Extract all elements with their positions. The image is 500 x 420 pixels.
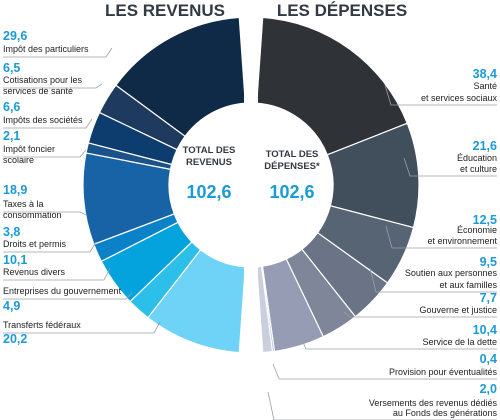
revenus-center-label-line2: REVENUS [186,157,232,168]
depenses-label-1: Santé [473,81,497,91]
depenses-label-1-line2: et services sociaux [421,93,498,103]
depenses-leader-5 [343,311,497,318]
revenus-title: LES REVENUS [105,1,225,20]
revenus-leader-6 [3,241,97,253]
revenus-donut [82,16,246,354]
depenses-label-5: Gouverne et justice [419,305,497,315]
revenus-label-9: Transferts fédéraux [3,320,81,330]
depenses-label-8-line2: au Fonds des générations [393,408,498,418]
depenses-value-4: 9,5 [480,255,497,269]
depenses-total: 102,6 [269,182,314,202]
depenses-slice-1 [256,16,409,156]
revenus-leader-5 [3,211,87,216]
depenses-center-label: TOTAL DES [266,149,319,160]
revenus-label-6: Droits et permis [3,239,67,249]
revenus-value-3: 6,6 [3,100,20,114]
depenses-value-5: 7,7 [480,291,497,305]
depenses-label-6: Service de la dette [422,337,497,347]
depenses-leader-6 [299,334,497,350]
depenses-label-3-line2: et environnement [427,236,497,246]
depenses-label-4: Soutien aux personnes [405,268,498,278]
revenus-value-7: 10,1 [3,253,27,267]
revenus-center-label: TOTAL DES [183,145,236,156]
revenus-leader-9 [3,321,161,334]
depenses-value-2: 21,6 [473,139,497,153]
revenus-value-6: 3,8 [3,225,20,239]
depenses-label-4-line2: et aux familles [439,280,497,290]
depenses-label-7: Provision pour éventualités [389,367,498,377]
depenses-label-2-line2: et culture [460,164,497,174]
revenus-value-8: 4,9 [3,299,20,313]
revenus-leader-1 [3,47,113,58]
depenses-label-3: Économie [457,225,497,235]
revenus-total: 102,6 [186,182,231,202]
depenses-leader-7 [272,363,497,380]
revenus-label-4: Impôt foncier [3,144,55,154]
depenses-leader-1 [384,84,497,106]
revenus-label-3: Impôts des sociétés [3,115,83,125]
revenus-label-7: Revenus divers [3,267,66,277]
revenus-leader-8 [3,292,133,300]
revenus-label-5: Taxes à la [3,199,44,209]
revenus-label-1: Impôt des particuliers [3,44,89,54]
revenus-value-2: 6,5 [3,61,20,75]
depenses-donut [256,16,420,354]
depenses-title: LES DÉPENSES [277,1,407,20]
revenus-leader-3 [3,118,93,129]
depenses-value-1: 38,4 [473,67,497,81]
revenus-slice-9 [147,248,246,354]
revenus-value-9: 20,2 [3,332,27,346]
center-gap [244,0,258,420]
revenus-label-2-line2: services de santé [3,86,73,96]
depenses-value-6: 10,4 [473,323,497,337]
revenus-value-5: 18,9 [3,183,27,197]
depenses-label-2: Éducation [457,153,497,163]
depenses-center-label-line2: DÉPENSES* [264,161,320,172]
revenus-leader-7 [3,267,111,281]
revenus-value-1: 29,6 [3,29,27,43]
depenses-leader-8 [267,391,497,420]
revenus-label-4-line2: scolaire [3,155,34,165]
depenses-value-7: 0,4 [480,352,497,366]
revenus-label-8: Entreprises du gouvernement [3,286,122,296]
depenses-value-8: 2,0 [480,382,497,396]
depenses-value-3: 12,5 [473,213,497,227]
revenus-leader-4 [3,149,87,158]
revenus-label-5-line2: consommation [3,210,62,220]
revenus-leader-2 [3,83,103,89]
depenses-leader-4 [369,267,497,293]
depenses-leader-3 [385,225,497,249]
revenus-label-2: Cotisations pour les [3,75,83,85]
depenses-leader-2 [403,157,497,177]
revenus-value-4: 2,1 [3,129,20,143]
depenses-label-8: Versements des revenus dédiés [369,398,498,408]
